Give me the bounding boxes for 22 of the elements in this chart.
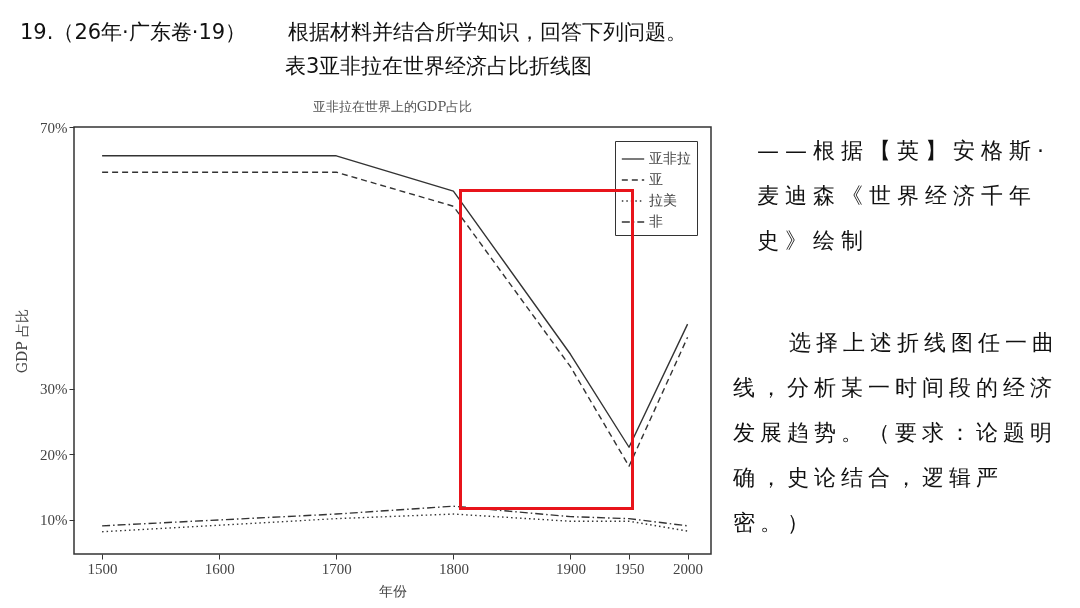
chart-title: 亚非拉在世界上的GDP占比 [312,99,473,114]
x-tick-label: 1800 [438,560,469,577]
x-tick-label: 1600 [204,560,235,577]
text: ——根据【英】安格斯·麦迪森《世界经济千年史》绘制 [757,137,1051,255]
x-tick-label: 2000 [673,560,704,577]
text: 选择上述折线图任一曲线，分析某一时间段的经济发展趋势。（要求：论题明确，史论结合，逻辑严密。） [733,329,1060,537]
y-tick-label: 70% [40,119,68,136]
legend-label: 非 [649,213,663,229]
legend-label: 亚 [649,171,663,187]
y-tick-label: 20% [40,446,68,463]
x-tick-label: 1500 [87,560,118,577]
y-axis-title: GDP 占比 [14,308,30,374]
x-tick-label: 1900 [555,560,586,577]
x-tick-label: 1950 [614,560,645,577]
text: 19.（26年·广东卷·19） 根据材料并结合所学知识，回答下列问题。 [20,19,688,46]
y-tick-label: 10% [40,512,68,529]
text: 表3亚非拉在世界经济占比折线图 [285,53,593,80]
legend-label: 亚非拉 [649,150,691,166]
x-tick-label: 1700 [321,560,352,577]
y-tick-label: 30% [40,381,68,398]
x-axis-title: 年份 [379,582,407,599]
legend-label: 拉美 [649,192,677,208]
